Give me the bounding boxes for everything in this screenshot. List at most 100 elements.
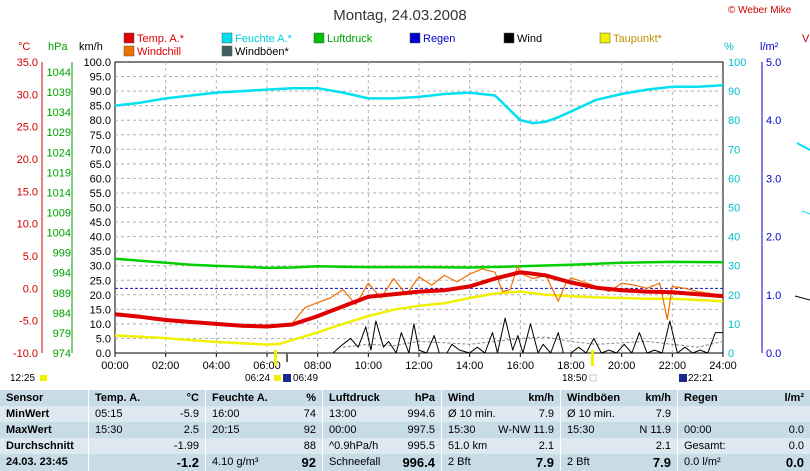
- stats-current-row: 4.10 g/m³ 92: [206, 454, 322, 471]
- legend-label: Windchill: [137, 46, 181, 58]
- stats-unit: km/h: [645, 392, 671, 404]
- stats-unit: l/m²: [784, 392, 804, 404]
- stats-row: [678, 406, 810, 422]
- stats-row: 2.1: [561, 438, 677, 454]
- edge-label-right: V: [802, 33, 810, 45]
- legend-label: Luftdruck: [327, 33, 373, 45]
- wind-tick-label: 0.0: [96, 348, 111, 360]
- stats-column-pressure: Luftdruck hPa 13:00 994.6 00:00 997.5 ^0.9hPa/…: [323, 390, 442, 471]
- stats-row-time: 16:00: [212, 408, 240, 420]
- humidity-tick-label: 70: [728, 144, 740, 156]
- stats-column-wind: Wind km/h Ø 10 min. 7.9 15:30 W-NW 11.9 51.0 k…: [442, 390, 561, 471]
- stats-row-time: 05:15: [95, 408, 123, 420]
- stats-header: Windböen km/h: [561, 390, 677, 406]
- stats-header: Sensor: [0, 390, 88, 406]
- x-tick-label: 18:00: [557, 360, 585, 372]
- stats-row: Ø 10 min. 7.9: [561, 406, 677, 422]
- stats-row-time: 51.0 km: [448, 440, 488, 452]
- stats-row-value: 74: [303, 408, 316, 420]
- moonset-time: 22:21: [688, 373, 713, 384]
- stats-title: Sensor: [6, 392, 44, 404]
- x-tick-label: 08:00: [304, 360, 332, 372]
- stats-row: 00:00 0.0: [678, 422, 810, 438]
- wind-tick-label: 20.0: [90, 290, 111, 302]
- wind-tick-label: 100.0: [83, 57, 111, 69]
- stats-row-time: 00:00: [684, 424, 712, 436]
- wind-tick-label: 70.0: [90, 144, 111, 156]
- x-tick-label: 02:00: [152, 360, 180, 372]
- pressure-tick-label: 1009: [47, 208, 71, 220]
- x-tick-label: 20:00: [608, 360, 636, 372]
- timeline-markers: 12:25 06:24 06:49 18:50 22:21: [10, 350, 713, 384]
- x-tick-label: 10:00: [355, 360, 383, 372]
- stats-current-value: 7.9: [535, 455, 554, 470]
- wind-tick-label: 15.0: [90, 304, 111, 316]
- series-line-wind: [332, 317, 723, 354]
- stats-row-value: 2.5: [183, 424, 199, 436]
- stats-row-value: W-NW 11.9: [498, 424, 554, 436]
- stats-title: Regen: [684, 392, 718, 404]
- legend-label: Regen: [423, 33, 455, 45]
- x-tick-label: 06:00: [253, 360, 281, 372]
- stats-current-row: 2 Bft 7.9: [442, 454, 560, 471]
- sunset-time: 18:50: [562, 373, 587, 384]
- rain-tick-label: 5.0: [766, 57, 781, 69]
- temp-axis-unit: °C: [18, 41, 30, 53]
- legend-swatch: [221, 32, 233, 44]
- stats-current-row: 2 Bft 7.9: [561, 454, 677, 471]
- stats-row-value: 0.0: [788, 440, 804, 452]
- pressure-tick-label: 994: [53, 268, 71, 280]
- stats-row-value: 7.9: [655, 408, 671, 420]
- temp-tick-label: 25.0: [17, 122, 38, 134]
- legend-swatch: [221, 45, 233, 57]
- pressure-tick-label: 1019: [47, 167, 71, 179]
- stats-current-value: 0.0: [785, 455, 804, 470]
- stats-title: Luftdruck: [329, 392, 380, 404]
- temp-tick-label: 15.0: [17, 186, 38, 198]
- stats-title: Temp. A.: [95, 392, 141, 404]
- stats-row-time: ^0.9hPa/h: [329, 440, 379, 452]
- stats-row-label: Durchschnitt: [6, 440, 74, 452]
- stats-current-note: 0.0 l/m²: [684, 456, 721, 468]
- stats-row-label: MinWert: [6, 408, 50, 420]
- x-tick-label: 16:00: [507, 360, 535, 372]
- rain-tick-label: 2.0: [766, 232, 781, 244]
- stats-row-value: N 11.9: [639, 424, 671, 436]
- weather-chart: Montag, 24.03.2008 © Weber Mike V Temp. …: [10, 5, 810, 384]
- stats-current-note: 2 Bft: [567, 456, 590, 468]
- moon-icon: [283, 374, 291, 382]
- legend-swatch: [409, 32, 421, 44]
- wind-tick-label: 90.0: [90, 86, 111, 98]
- stats-row-time: 15:30: [567, 424, 595, 436]
- sunrise-icon: [274, 375, 281, 381]
- legend-swatch: [599, 32, 611, 44]
- stats-row: ^0.9hPa/h 995.5: [323, 438, 441, 454]
- legend-label: Wind: [517, 33, 542, 45]
- legend-label: Windböen*: [235, 46, 290, 58]
- stats-header: Feuchte A.%: [206, 390, 322, 406]
- grid-lines: [115, 62, 723, 353]
- stats-row-time: Ø 10 min.: [448, 408, 496, 420]
- pressure-axis-unit: hPa: [48, 41, 68, 53]
- stats-current-value: 996.4: [402, 455, 435, 470]
- wind-axis-unit: km/h: [79, 41, 103, 53]
- stats-row-time: 00:00: [329, 424, 357, 436]
- sunrise-tick: [274, 350, 277, 366]
- stats-row-value: -1.99: [173, 440, 199, 452]
- rain-tick-label: 0.0: [766, 348, 781, 360]
- wind-tick-label: 55.0: [90, 188, 111, 200]
- wind-tick-label: 35.0: [90, 246, 111, 258]
- sunrise-time: 06:24: [245, 373, 270, 384]
- x-tick-label: 00:00: [101, 360, 129, 372]
- pressure-tick-label: 1014: [47, 187, 71, 199]
- temp-tick-label: -10.0: [13, 348, 38, 360]
- x-tick-label: 04:00: [203, 360, 231, 372]
- stats-header: Luftdruck hPa: [323, 390, 441, 406]
- stats-current-value: -1.2: [176, 455, 199, 470]
- stats-row-time: 20:15: [212, 424, 240, 436]
- stats-row: 15:30 W-NW 11.9: [442, 422, 560, 438]
- x-tick-label: 14:00: [456, 360, 484, 372]
- stats-row-value: 92: [303, 424, 316, 436]
- stats-column-humidity: Feuchte A.% 16:00 74 20:15 92 88 4.10 g/m³ 92: [206, 390, 323, 471]
- humidity-tick-label: 80: [728, 115, 740, 127]
